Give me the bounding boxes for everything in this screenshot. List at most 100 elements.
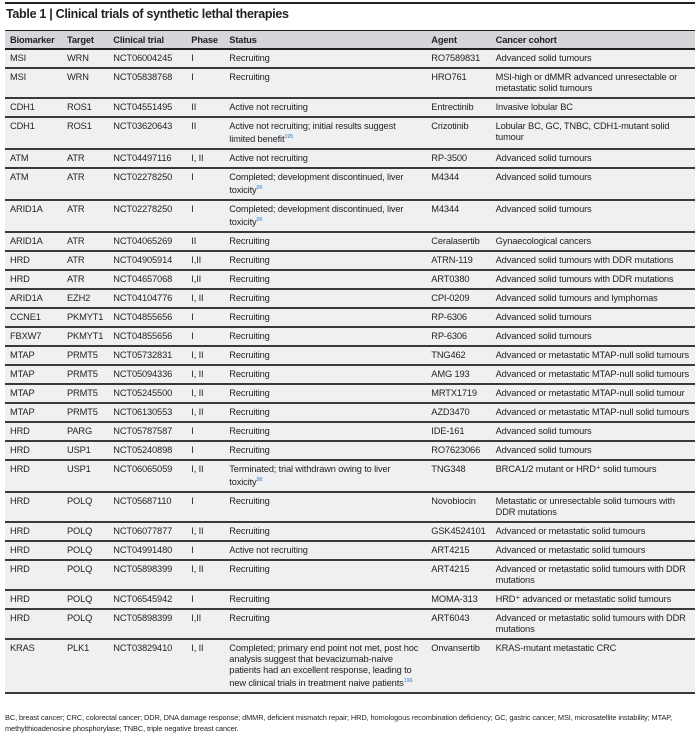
biomarker-cell: HRD	[5, 590, 62, 610]
biomarker-cell: HRD	[5, 251, 62, 271]
agent-cell: Novobiocin	[426, 492, 491, 523]
phase-cell: II	[186, 232, 225, 252]
trial-cell-text: NCT04065269	[113, 236, 173, 246]
trial-cell-text: NCT05240898	[113, 445, 173, 455]
agent-cell-text: HRO761	[431, 72, 467, 82]
target-cell-text: WRN	[67, 72, 89, 82]
status-cell-text: Recruiting	[229, 350, 270, 360]
cohort-cell: Advanced or metastatic solid tumours wit…	[490, 560, 695, 591]
status-cell-text: Completed; development discontinued, liv…	[229, 172, 404, 195]
target-cell-text: POLQ	[67, 594, 93, 604]
phase-cell-text: I, II	[191, 464, 204, 474]
target-cell-text: WRN	[67, 53, 89, 63]
target-cell-text: POLQ	[67, 613, 93, 623]
trial-cell: NCT05838768	[108, 68, 187, 99]
target-cell: PRMT5	[62, 384, 109, 404]
target-cell: POLQ	[62, 609, 109, 640]
biomarker-cell: ATM	[5, 168, 62, 201]
target-cell-text: ATR	[67, 236, 85, 246]
cohort-cell: Advanced solid tumours	[490, 49, 695, 69]
biomarker-cell-text: CDH1	[10, 121, 35, 131]
status-cell: Recruiting	[224, 365, 427, 385]
reference-link[interactable]: 98	[256, 477, 263, 483]
phase-cell: II	[186, 117, 225, 150]
biomarker-cell: HRD	[5, 522, 62, 542]
trial-cell: NCT04065269	[108, 232, 187, 252]
table-row: HRD ATR NCT04657068 I,II Recruiting ART0380 Ad…	[5, 270, 695, 290]
agent-cell: Onvansertib	[426, 639, 491, 694]
trial-cell: NCT02278250	[108, 168, 187, 201]
cohort-cell-text: Advanced solid tumours with DDR mutation…	[495, 255, 674, 265]
cohort-cell: Advanced solid tumours	[490, 149, 695, 169]
cohort-cell-text: Advanced solid tumours	[495, 445, 592, 455]
target-cell: ROS1	[62, 117, 109, 150]
table-row: MSI WRN NCT05838768 I Recruiting HRO761 MSI-hi…	[5, 68, 695, 99]
cohort-cell: BRCA1/2 mutant or HRD⁺ solid tumours	[490, 460, 695, 493]
target-cell: USP1	[62, 441, 109, 461]
trial-cell: NCT04855656	[108, 308, 187, 328]
biomarker-cell: MTAP	[5, 346, 62, 366]
phase-cell: I, II	[186, 403, 225, 423]
cohort-cell-text: Advanced or metastatic MTAP-null solid t…	[495, 369, 690, 379]
biomarker-cell-text: HRD	[10, 445, 30, 455]
top-rule	[5, 2, 695, 4]
trial-cell-text: NCT04855656	[113, 331, 173, 341]
target-cell: POLQ	[62, 590, 109, 610]
trial-cell: NCT04905914	[108, 251, 187, 271]
agent-cell: TNG348	[426, 460, 491, 493]
status-cell: Recruiting	[224, 590, 427, 610]
biomarker-cell-text: HRD	[10, 613, 30, 623]
agent-cell-text: AZD3470	[431, 407, 470, 417]
phase-cell-text: I	[191, 496, 194, 506]
status-cell: Completed; primary end point not met, po…	[224, 639, 427, 694]
status-cell-text: Recruiting	[229, 236, 270, 246]
phase-cell-text: I	[191, 53, 194, 63]
table-row: HRD POLQ NCT04991480 I Active not recruiting…	[5, 541, 695, 561]
cohort-cell: Advanced or metastatic solid tumours wit…	[490, 609, 695, 640]
biomarker-cell: MSI	[5, 49, 62, 69]
trial-cell: NCT03829410	[108, 639, 187, 694]
trial-cell: NCT05240898	[108, 441, 187, 461]
cohort-cell: Invasive lobular BC	[490, 98, 695, 118]
target-cell-text: ATR	[67, 153, 85, 163]
target-cell: PRMT5	[62, 365, 109, 385]
biomarker-cell: MTAP	[5, 365, 62, 385]
phase-cell-text: I,II	[191, 613, 202, 623]
phase-cell: I	[186, 168, 225, 201]
target-cell: POLQ	[62, 560, 109, 591]
trial-cell-text: NCT02278250	[113, 204, 173, 214]
status-cell: Recruiting	[224, 441, 427, 461]
target-cell: PRMT5	[62, 346, 109, 366]
phase-cell-text: I, II	[191, 369, 204, 379]
phase-cell: I	[186, 541, 225, 561]
target-cell: USP1	[62, 460, 109, 493]
biomarker-cell: HRD	[5, 441, 62, 461]
phase-cell: I,II	[186, 270, 225, 290]
phase-cell-text: I	[191, 445, 194, 455]
biomarker-cell: CCNE1	[5, 308, 62, 328]
biomarker-cell: ATM	[5, 149, 62, 169]
agent-cell: RP-6306	[426, 308, 491, 328]
status-cell-text: Completed; primary end point not met, po…	[229, 643, 419, 688]
table-row: ARID1A EZH2 NCT04104776 I, II Recruiting CPI-…	[5, 289, 695, 309]
cohort-cell-text: BRCA1/2 mutant or HRD⁺ solid tumours	[495, 464, 657, 474]
reference-link[interactable]: 195	[284, 134, 294, 140]
status-cell: Recruiting	[224, 308, 427, 328]
target-cell: EZH2	[62, 289, 109, 309]
status-cell-text: Active not recruiting	[229, 545, 308, 555]
trial-cell: NCT06077877	[108, 522, 187, 542]
biomarker-cell-text: HRD	[10, 255, 30, 265]
status-cell-text: Recruiting	[229, 72, 270, 82]
phase-cell-text: I,II	[191, 274, 202, 284]
target-cell: POLQ	[62, 522, 109, 542]
reference-link[interactable]: 99	[256, 185, 263, 191]
phase-cell: I	[186, 68, 225, 99]
status-cell-text: Recruiting	[229, 526, 270, 536]
reference-link[interactable]: 99	[256, 217, 263, 223]
trial-cell-text: NCT04551495	[113, 102, 173, 112]
trial-cell: NCT04991480	[108, 541, 187, 561]
trial-cell: NCT05898399	[108, 609, 187, 640]
reference-link[interactable]: 196	[403, 678, 413, 684]
trial-cell-text: NCT04497116	[113, 153, 172, 163]
phase-cell: II	[186, 98, 225, 118]
